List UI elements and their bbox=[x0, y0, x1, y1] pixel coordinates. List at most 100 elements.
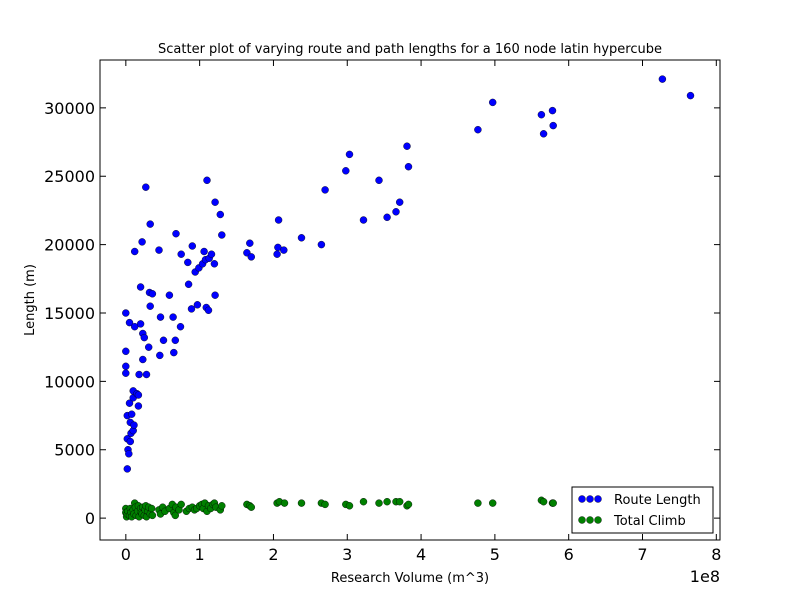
data-point bbox=[159, 336, 168, 344]
data-point bbox=[200, 247, 208, 256]
legend-label: Total Climb bbox=[613, 514, 686, 529]
data-point bbox=[125, 399, 134, 407]
data-point bbox=[156, 351, 164, 360]
data-point bbox=[188, 242, 197, 250]
data-point bbox=[122, 309, 130, 317]
data-point bbox=[184, 280, 193, 288]
y-tick-label: 5000 bbox=[54, 441, 95, 460]
data-point bbox=[274, 216, 283, 224]
series-route-length bbox=[122, 75, 695, 473]
chart-title: Scatter plot of varying route and path l… bbox=[158, 42, 662, 57]
data-point bbox=[280, 246, 288, 254]
data-point bbox=[489, 98, 497, 107]
data-point bbox=[280, 499, 289, 507]
data-point bbox=[126, 437, 135, 446]
data-point bbox=[273, 250, 281, 258]
legend-marker bbox=[594, 516, 602, 524]
data-point bbox=[686, 91, 695, 100]
data-point bbox=[404, 500, 413, 509]
legend-label: Route Length bbox=[614, 493, 701, 508]
data-point bbox=[125, 450, 133, 458]
legend-marker bbox=[578, 495, 586, 503]
data-point bbox=[396, 498, 404, 506]
data-point bbox=[172, 229, 180, 238]
data-point bbox=[539, 130, 548, 138]
legend-marker bbox=[578, 516, 586, 524]
data-point bbox=[383, 213, 391, 222]
data-point bbox=[130, 421, 138, 429]
legend-marker bbox=[594, 495, 602, 503]
x-tick-label: 3 bbox=[342, 545, 352, 564]
y-axis: 0 5000 10000 15000 20000 25000 30000 bbox=[44, 99, 720, 528]
data-point bbox=[144, 343, 153, 351]
data-point bbox=[297, 234, 306, 242]
data-point bbox=[122, 347, 130, 355]
data-point bbox=[549, 121, 557, 130]
data-point bbox=[123, 465, 132, 473]
data-point bbox=[539, 498, 548, 506]
data-point bbox=[247, 253, 256, 261]
data-point bbox=[211, 291, 219, 299]
data-point bbox=[207, 250, 216, 258]
data-point bbox=[549, 499, 557, 507]
data-point bbox=[375, 499, 383, 507]
x-tick-label: 1 bbox=[195, 545, 205, 564]
data-point bbox=[146, 302, 154, 310]
data-point bbox=[246, 239, 254, 247]
data-point bbox=[218, 231, 226, 239]
data-point bbox=[136, 283, 145, 291]
data-point bbox=[392, 208, 400, 216]
data-point bbox=[177, 500, 185, 509]
legend-marker bbox=[586, 495, 594, 503]
data-point bbox=[321, 186, 329, 194]
data-point bbox=[359, 216, 368, 224]
data-point bbox=[122, 362, 130, 370]
data-point bbox=[187, 305, 196, 313]
data-point bbox=[345, 502, 354, 510]
data-point bbox=[548, 106, 557, 115]
data-point bbox=[203, 176, 211, 185]
data-point bbox=[136, 320, 145, 328]
plot-area bbox=[99, 59, 721, 541]
data-point bbox=[404, 162, 413, 171]
data-point bbox=[321, 500, 329, 509]
x-axis: 0 1 2 3 4 5 6 7 8 bbox=[121, 60, 721, 564]
data-point bbox=[134, 402, 143, 410]
y-tick-label: 15000 bbox=[44, 304, 95, 323]
data-point bbox=[297, 499, 306, 507]
x-tick-label: 7 bbox=[637, 545, 647, 564]
data-point bbox=[193, 301, 202, 309]
x-tick-label: 4 bbox=[416, 545, 426, 564]
data-point bbox=[204, 306, 213, 314]
x-tick-label: 8 bbox=[711, 545, 721, 564]
data-point bbox=[142, 370, 151, 379]
data-point bbox=[247, 503, 256, 511]
data-point bbox=[489, 499, 497, 507]
data-point bbox=[210, 260, 219, 268]
y-tick-label: 10000 bbox=[44, 372, 95, 391]
x-tick-label: 6 bbox=[564, 545, 574, 564]
data-point bbox=[474, 499, 482, 507]
data-point bbox=[140, 333, 149, 342]
y-tick-label: 20000 bbox=[44, 236, 95, 255]
data-point bbox=[658, 75, 667, 83]
data-point bbox=[138, 238, 146, 246]
data-point bbox=[156, 313, 165, 321]
data-point bbox=[383, 498, 391, 506]
data-point bbox=[155, 246, 163, 254]
data-point bbox=[148, 290, 157, 298]
data-point bbox=[170, 348, 178, 357]
data-point bbox=[176, 323, 185, 331]
x-tick-label: 5 bbox=[490, 545, 500, 564]
data-point bbox=[169, 313, 177, 321]
data-point bbox=[218, 502, 226, 510]
data-point bbox=[135, 370, 143, 379]
data-point bbox=[171, 336, 180, 344]
data-point bbox=[165, 291, 174, 299]
data-point bbox=[122, 369, 130, 377]
data-point bbox=[345, 150, 354, 159]
y-tick-label: 0 bbox=[85, 509, 95, 528]
data-point bbox=[211, 198, 219, 206]
data-point bbox=[359, 498, 368, 506]
y-axis-title: Length (m) bbox=[23, 264, 38, 336]
